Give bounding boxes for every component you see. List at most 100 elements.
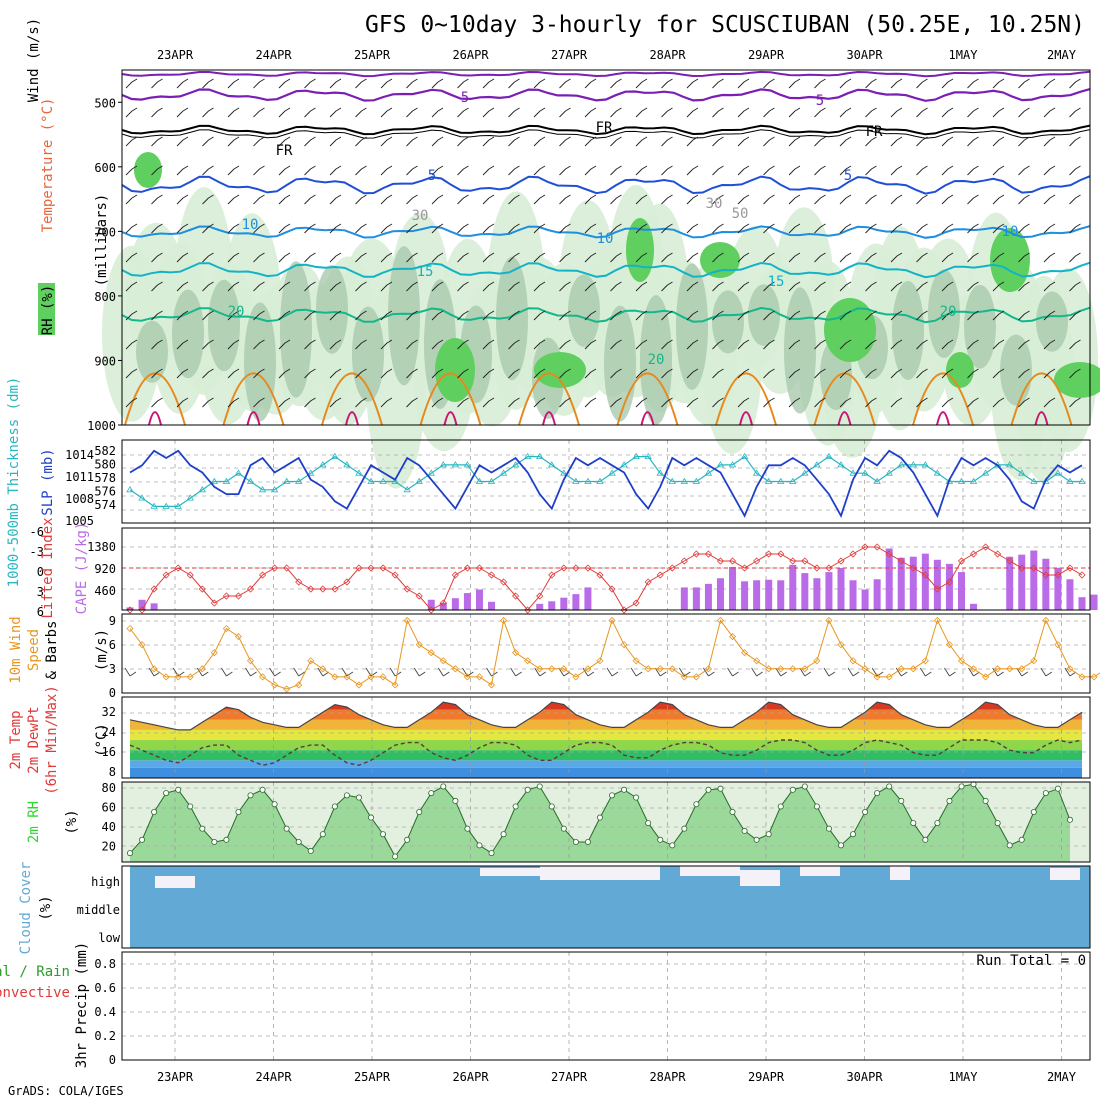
top-date-label: 28APR: [649, 48, 686, 62]
wind-barb: [533, 165, 546, 176]
lifted-index-point: [186, 571, 194, 579]
wind-barb: [992, 165, 1005, 176]
wind-speed-point: [126, 624, 134, 633]
wind-barb: [559, 165, 571, 176]
wind-speed-point: [596, 657, 604, 665]
wind-barb: [125, 136, 138, 147]
thickness-point: [740, 452, 749, 459]
wind-barb: [610, 136, 622, 147]
cape-bar: [427, 599, 435, 610]
rh-point: [705, 786, 712, 793]
wind-barb: [457, 194, 469, 205]
cape-bar: [765, 579, 773, 610]
thickness-point: [331, 452, 339, 459]
lifted-index-point: [343, 578, 351, 586]
temperature-30-contour: [246, 411, 261, 426]
wind-barb: [967, 165, 979, 176]
wind-speed-point: [222, 624, 230, 633]
wind-barb: [559, 252, 571, 263]
wind-barb: [992, 368, 1005, 379]
rh-point: [874, 790, 881, 797]
rh-point: [837, 842, 844, 849]
bottom-date-label: 30APR: [846, 1070, 883, 1084]
bottom-date-label: 2MAY: [1047, 1070, 1077, 1084]
thickness-point: [1018, 469, 1026, 476]
rh-point: [633, 794, 640, 801]
wind-barb: [559, 107, 571, 118]
rh-point: [175, 786, 182, 793]
wind-barb: [355, 78, 367, 89]
thickness-point: [186, 494, 194, 501]
wind-barb: [814, 107, 826, 118]
rh2m-axis-label-1: 2m RH: [26, 801, 42, 843]
rh-shade-mid: [136, 320, 168, 383]
wind-barb: [941, 281, 954, 292]
lifted-index-point: [222, 592, 230, 600]
wind-barb: [406, 194, 418, 205]
wind-barb: [916, 194, 928, 205]
wind-barb: [380, 194, 393, 205]
lifted-index-point: [379, 564, 387, 572]
wind-barb: [1043, 368, 1056, 379]
temperature-30-contour: [640, 411, 655, 426]
wind-barb: [457, 281, 469, 292]
wind-barb: [355, 339, 367, 350]
cape-tick-label: 920: [94, 562, 116, 576]
rh-point: [355, 794, 362, 801]
wind-barb: [559, 368, 571, 379]
wind-barb: [508, 136, 520, 147]
rh-point: [151, 809, 158, 816]
wind-barb: [865, 368, 877, 379]
wind-barb: [125, 252, 138, 263]
cape-bar: [572, 594, 580, 610]
wind-barb: [304, 368, 316, 379]
rh-point: [922, 836, 929, 843]
precip-tick-label: 0.2: [94, 1029, 116, 1043]
rh-point: [693, 801, 700, 808]
wind-barb: [202, 165, 214, 176]
lifted-index-point: [825, 564, 833, 572]
thickness-point: [439, 461, 448, 468]
wind-barb: [151, 223, 163, 234]
wind-barb: [941, 107, 954, 118]
wind-barb: [788, 165, 801, 176]
wind-barb: [151, 107, 163, 118]
lifted-index-point: [957, 557, 966, 565]
wind-barb: [686, 78, 699, 89]
wind-barb: [508, 397, 520, 408]
temp-tick-label: 16: [102, 745, 116, 759]
rh-shade-mid: [928, 269, 960, 359]
lifted-index-point: [403, 585, 411, 593]
wind-barb: [559, 78, 571, 89]
wind-barb: [610, 310, 622, 321]
lifted-index-point: [487, 571, 496, 579]
contour-label: 5: [816, 93, 824, 109]
rh-point: [1054, 785, 1061, 792]
wind-barb: [202, 252, 214, 263]
wind-barb: [329, 252, 342, 263]
top-date-label: 26APR: [452, 48, 489, 62]
wind-barb: [635, 223, 648, 234]
lifted-index-point: [1066, 564, 1074, 572]
temperature-25-contour: [419, 372, 482, 426]
wind-barb: [304, 107, 316, 118]
wind-barb: [559, 397, 571, 408]
wind-barb: [278, 397, 291, 408]
wind-barb: [916, 107, 928, 118]
contour-label: 50: [732, 206, 749, 222]
wind-speed-point: [487, 681, 496, 689]
wind-axis-label-2: Speed: [26, 629, 42, 671]
lifted-index-point: [777, 550, 785, 558]
lifted-index-point: [861, 543, 869, 551]
cloud-panel: high middle low: [77, 866, 1090, 948]
wind-barb: [533, 136, 546, 147]
wind-barb: [1016, 667, 1028, 677]
wind-speed-point: [1006, 665, 1014, 673]
freezing-level-contour: [121, 129, 1091, 139]
wind-speed-point: [945, 641, 954, 649]
wind-barb: [1069, 368, 1081, 379]
wind-barb: [355, 281, 367, 292]
precip-panel: 0.8 0.6 0.4 0.2 0 Run Total = 0 tal / Rain Conv…: [0, 952, 1090, 1067]
wind-speed-point: [367, 673, 375, 681]
wind-barb: [992, 310, 1005, 321]
